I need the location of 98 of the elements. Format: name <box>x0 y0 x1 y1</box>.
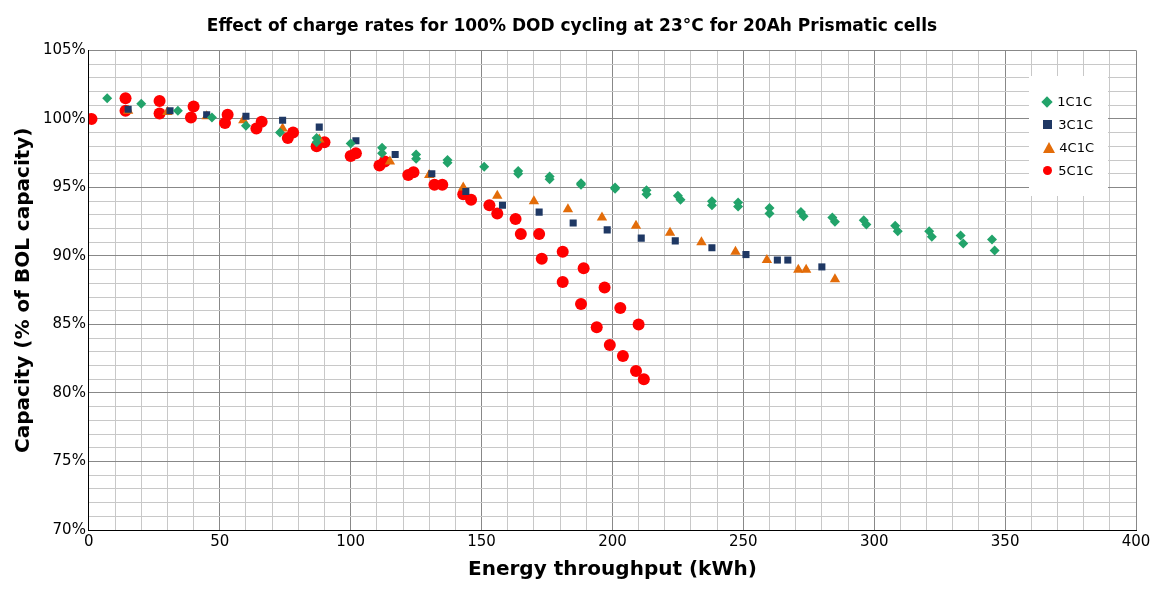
point <box>402 169 415 182</box>
point <box>603 339 616 352</box>
point <box>102 93 113 104</box>
point <box>989 245 1000 256</box>
legend-label: 1C1C <box>1057 94 1092 109</box>
point <box>664 226 676 236</box>
point <box>535 208 543 216</box>
point <box>492 189 503 199</box>
x-tick-label: 300 <box>859 531 889 550</box>
point <box>671 237 679 245</box>
point <box>373 159 386 172</box>
y-tick-label: 75% <box>52 451 86 470</box>
x-tick-label: 100 <box>336 531 365 550</box>
point <box>569 219 577 227</box>
point <box>630 219 642 229</box>
point <box>761 254 773 264</box>
point <box>344 149 357 162</box>
point <box>596 211 608 221</box>
legend-label: 5C1C <box>1058 163 1093 178</box>
point <box>829 273 841 283</box>
point <box>892 226 903 237</box>
y-tick-label: 80% <box>52 382 86 401</box>
x-tick-label: 350 <box>990 531 1020 550</box>
point <box>926 231 937 242</box>
legend-label: 3C1C <box>1058 117 1093 132</box>
point <box>818 263 826 271</box>
point <box>166 107 174 115</box>
point <box>498 201 507 209</box>
point <box>708 244 716 252</box>
point <box>890 220 901 231</box>
point <box>630 365 642 378</box>
x-tick-label: 50 <box>210 531 230 550</box>
point <box>696 236 707 246</box>
point <box>274 127 285 138</box>
point <box>153 95 166 108</box>
point <box>491 207 504 220</box>
point <box>562 203 574 213</box>
point <box>742 251 750 259</box>
point <box>428 170 436 178</box>
point <box>281 132 294 145</box>
point <box>136 98 147 109</box>
point <box>184 111 197 124</box>
point <box>279 116 287 124</box>
x-tick-label: 250 <box>729 531 758 550</box>
point <box>345 138 356 149</box>
y-tick-label: 95% <box>52 177 86 196</box>
point <box>509 212 522 225</box>
point <box>153 107 166 120</box>
legend-label: 4C1C <box>1059 140 1094 155</box>
point <box>315 123 323 131</box>
point <box>240 120 251 131</box>
point <box>784 256 792 264</box>
point <box>242 112 250 120</box>
point <box>773 256 781 264</box>
point <box>632 318 645 331</box>
point <box>533 228 546 241</box>
y-tick-label: 100% <box>42 108 86 127</box>
point <box>391 151 399 159</box>
y-axis-title: Capacity (% of BOL capacity) <box>10 127 35 453</box>
point <box>637 234 645 242</box>
point <box>465 193 478 206</box>
point <box>598 281 611 294</box>
point <box>535 252 548 265</box>
point <box>730 245 741 255</box>
point <box>616 349 629 362</box>
y-tick-label: 90% <box>52 245 86 264</box>
point <box>483 199 496 212</box>
x-axis-title: Energy throughput (kWh) <box>468 556 757 581</box>
point <box>556 275 569 288</box>
chart-title: Effect of charge rates for 100% DOD cycling at 23°C for 20Ah Prismatic cells <box>206 14 938 35</box>
point <box>603 226 611 234</box>
point <box>219 117 232 130</box>
point <box>800 263 812 273</box>
point <box>793 263 804 273</box>
point <box>614 302 627 315</box>
y-tick-label: 85% <box>52 314 86 333</box>
point <box>528 195 540 205</box>
point <box>798 211 809 222</box>
point <box>206 112 217 123</box>
y-tick-label: 105% <box>42 40 86 59</box>
x-tick-label: 200 <box>598 531 627 550</box>
point <box>119 92 132 105</box>
point <box>958 238 969 249</box>
point <box>556 245 569 258</box>
x-tick-label: 400 <box>1121 531 1151 550</box>
point <box>479 161 490 172</box>
point <box>987 234 998 245</box>
point <box>250 122 263 135</box>
point <box>637 373 650 386</box>
point <box>514 228 527 241</box>
point <box>590 321 603 334</box>
point <box>955 230 966 241</box>
point <box>577 262 590 275</box>
point <box>384 155 396 165</box>
x-tick-label: 150 <box>467 531 496 550</box>
point <box>172 105 183 116</box>
point <box>575 297 588 310</box>
point <box>187 100 200 113</box>
